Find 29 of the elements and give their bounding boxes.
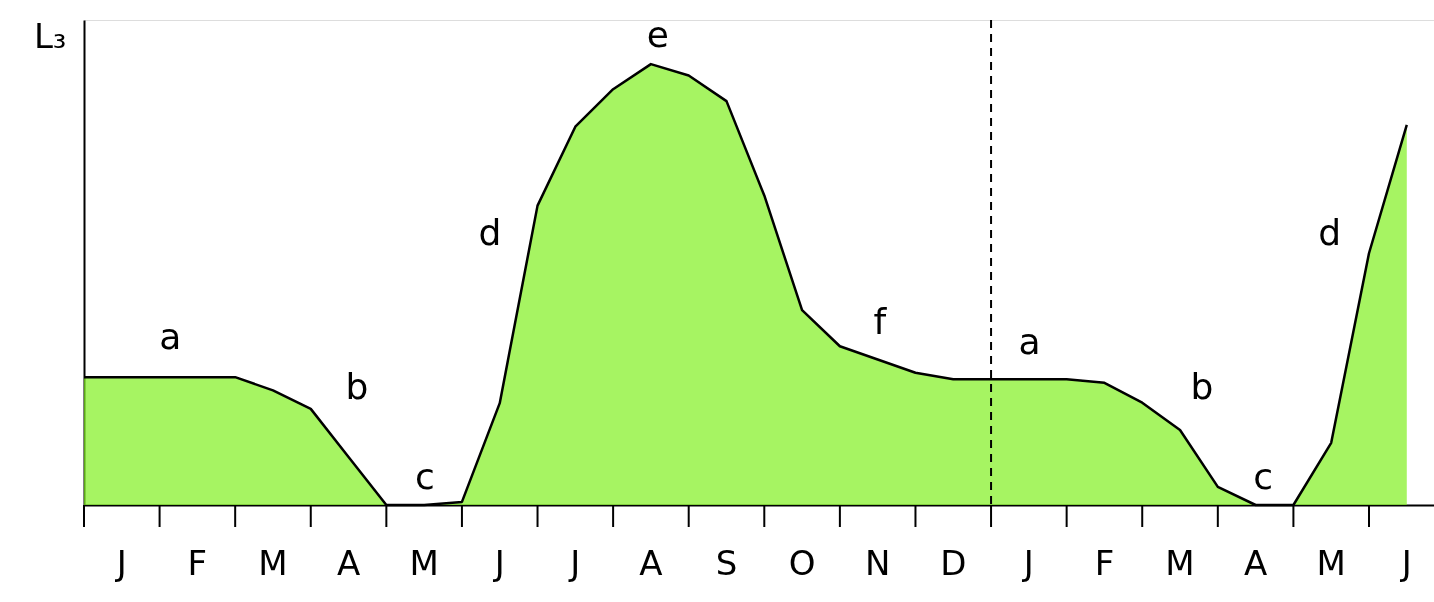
annotation: d [1318, 211, 1342, 253]
annotation: b [1190, 366, 1214, 408]
x-tick-label: D [940, 543, 967, 583]
annotation: c [415, 456, 435, 498]
x-tick-label: A [336, 543, 361, 583]
x-tick-label: F [1094, 543, 1115, 583]
x-tick-label: A [639, 543, 663, 583]
x-tick-label: J [114, 543, 127, 583]
text: e [646, 14, 669, 56]
x-tick-label: J [1021, 543, 1034, 583]
annotation: b [345, 366, 369, 408]
x-tick-label: M [409, 543, 439, 583]
x-tick-label: M [258, 543, 288, 583]
x-tick-label: N [864, 543, 891, 583]
annotation: c [1253, 456, 1274, 498]
x-tick-label: J [1399, 543, 1412, 583]
x-tick-label: F [187, 543, 208, 583]
annotation: a [159, 316, 182, 358]
x-tick-label: A [1243, 543, 1268, 583]
y-axis-title: L₃ [33, 15, 67, 56]
x-tick-label: M [1316, 543, 1346, 583]
x-tick-label: J [492, 543, 505, 583]
x-tick-label: O [788, 543, 816, 583]
x-tick-label: J [568, 543, 581, 583]
x-tick-label: S [715, 543, 738, 583]
annotation: a [1018, 321, 1041, 363]
annotation: f [873, 300, 888, 342]
x-tick-label: M [1165, 543, 1195, 583]
annotation: d [478, 211, 502, 253]
